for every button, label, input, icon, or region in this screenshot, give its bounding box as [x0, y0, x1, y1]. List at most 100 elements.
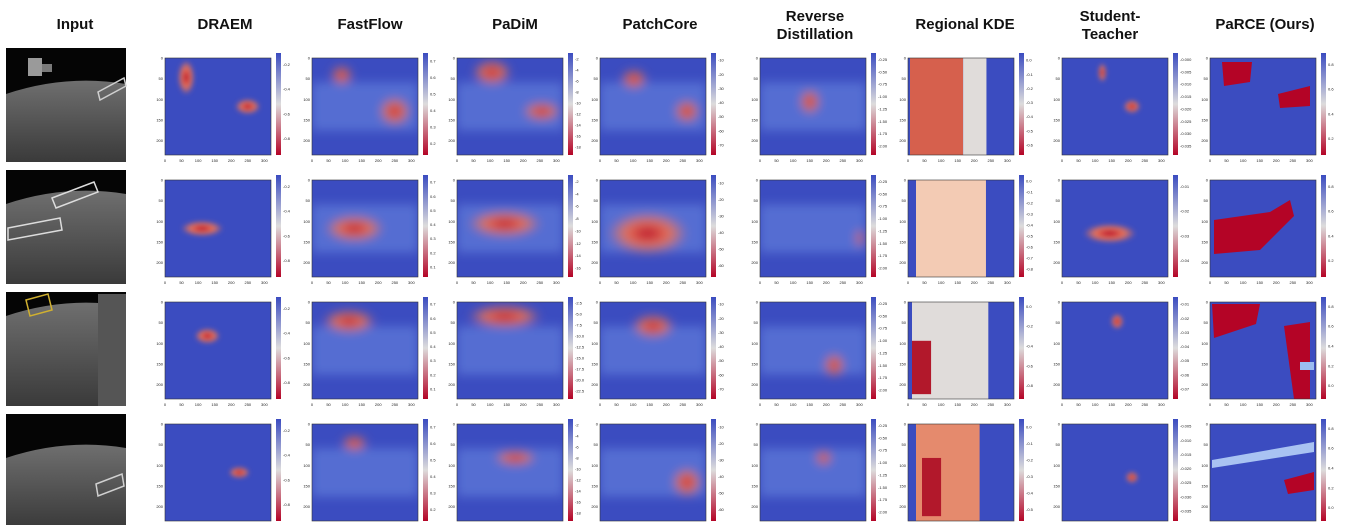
colorbar-tick-label: 0.2	[1328, 258, 1334, 263]
y-tick-label: 100	[899, 219, 906, 224]
y-tick-label: 50	[451, 320, 456, 325]
y-tick-label: 150	[899, 483, 906, 488]
x-tick-label: 200	[1273, 158, 1280, 163]
y-tick-label: 150	[303, 361, 310, 366]
colorbar-tick-label: -0.3	[1026, 100, 1034, 105]
colorbar-tick-label: -0.4	[283, 209, 291, 214]
colorbar-tick-label: -10	[718, 58, 725, 63]
colorbar-tick-label: -0.4	[283, 331, 291, 336]
x-tick-label: 200	[971, 402, 978, 407]
y-tick-label: 0	[1206, 178, 1209, 183]
x-tick-label: 200	[520, 402, 527, 407]
x-tick-label: 0	[599, 280, 602, 285]
colorbar-tick-label: -0.6	[1026, 143, 1034, 148]
x-tick-label: 200	[375, 158, 382, 163]
y-tick-label: 50	[306, 320, 311, 325]
colorbar-tick-label: -0.025	[1180, 119, 1192, 124]
y-tick-label: 150	[591, 239, 598, 244]
colorbar-tick-label: -0.4	[1026, 222, 1034, 227]
x-tick-label: 150	[503, 158, 510, 163]
y-tick-label: 100	[1053, 219, 1060, 224]
rd-heatmap: 0 50 100 150 200 250 300 0 50 100 150 200 -0.25 -0.50…	[751, 175, 888, 285]
y-tick-label: 200	[303, 504, 310, 509]
x-tick-label: 300	[1004, 280, 1011, 285]
x-tick-label: 250	[839, 402, 846, 407]
axis-ticks: 0 50 100 150 200 250 300 0 50 100 150 200	[448, 178, 560, 286]
colorbar-tick-label: -60	[718, 372, 725, 377]
x-tick-label: 150	[806, 280, 813, 285]
axis-ticks: 0 50 100 150 200 250 300 0 50 100 150 200	[751, 300, 863, 408]
colorbar-tick-label: 0.4	[430, 222, 436, 227]
x-tick-label: 200	[520, 158, 527, 163]
draem-heatmap: 050100150200250300050100150200-0.2-0.4-0…	[156, 419, 291, 525]
x-tick-label: 0	[599, 402, 602, 407]
colorbar-tick-label: -2	[575, 56, 579, 61]
x-tick-label: 300	[696, 158, 703, 163]
y-tick-label: 200	[448, 260, 455, 265]
y-tick-label: 100	[156, 463, 163, 468]
y-tick-label: 50	[1204, 198, 1209, 203]
colorbar-tick-label: -0.6	[1026, 363, 1034, 368]
x-tick-label: 300	[1306, 158, 1313, 163]
y-tick-label: 150	[899, 361, 906, 366]
x-tick-label: 300	[553, 158, 560, 163]
st-heatmap: 0 50 100 150 200 250 300 0 50 100 150 200 -0.01 -0.02…	[1053, 175, 1190, 285]
colorbar-tick-label: -50	[718, 491, 725, 496]
y-tick-label: 50	[306, 442, 311, 447]
kde-heatmap: 0 50 100 150 200 250 300 0 50 100 150 200 0.0 -0.1 -0.…	[899, 53, 1034, 163]
colorbar-tick-label: 0.2	[1328, 363, 1334, 368]
y-tick-label: 200	[1201, 504, 1208, 509]
colorbar-tick-label: -10	[575, 100, 582, 105]
colorbar: -0.25 -0.50 -0.75 -1.00 -1.25 -1.50 -1.75 -2.00	[871, 419, 888, 521]
y-tick-label: 50	[902, 76, 907, 81]
y-tick-label: 50	[1056, 442, 1061, 447]
y-tick-label: 200	[1201, 138, 1208, 143]
colorbar-tick-label: -0.01	[1180, 184, 1190, 189]
kde-regions	[916, 180, 986, 277]
colorbar-tick-label: -8	[575, 455, 579, 460]
x-tick-label: 150	[358, 402, 365, 407]
y-tick-label: 50	[754, 76, 759, 81]
y-tick-label: 100	[156, 341, 163, 346]
x-tick-label: 250	[987, 402, 994, 407]
y-tick-label: 200	[448, 138, 455, 143]
x-tick-label: 300	[856, 402, 863, 407]
y-tick-label: 50	[306, 198, 311, 203]
y-tick-label: 200	[899, 138, 906, 143]
axis-ticks: 0 50 100 150 200 250 300 0 50 100 150 200	[1053, 178, 1165, 286]
colorbar-tick-label: -0.2	[283, 428, 291, 433]
x-tick-label: 150	[358, 280, 365, 285]
axis-ticks: 0 50 100 150 200 250 300 0 50 100 150 200	[591, 178, 703, 286]
x-tick-label: 50	[614, 158, 619, 163]
x-tick-label: 200	[1125, 158, 1132, 163]
x-tick-label: 200	[1273, 280, 1280, 285]
y-tick-label: 200	[448, 382, 455, 387]
col-title-reverse-distillation: Reverse Distillation	[776, 8, 854, 43]
colorbar-tick-label: -0.06	[1180, 372, 1190, 377]
x-tick-label: 100	[630, 402, 637, 407]
x-tick-label: 150	[1108, 402, 1115, 407]
y-tick-label: 200	[591, 504, 598, 509]
x-tick-label: 50	[326, 158, 331, 163]
colorbar: -0.2 -0.4 -0.6 -0.8	[276, 175, 291, 277]
colorbar-tick-label: -0.035	[1180, 144, 1192, 149]
colorbar-tick-label: 0.8	[1328, 304, 1334, 309]
colorbar-tick-label: -0.50	[878, 435, 888, 440]
axis-ticks: 0 50 100 150 200 250 300 0 50 100 150 200	[751, 56, 863, 164]
x-tick-label: 100	[195, 402, 202, 407]
x-tick-label: 250	[1141, 158, 1148, 163]
colorbar-tick-label: -8	[575, 216, 579, 221]
colorbar-tick-label: -2.00	[878, 266, 888, 271]
colorbar-tick-label: 0.2	[430, 372, 436, 377]
colorbar-tick-label: -1.75	[878, 497, 888, 502]
colorbar-tick-label: 0.0	[1328, 505, 1334, 510]
colorbar-tick-label: 0.6	[1328, 446, 1334, 451]
colorbar-tick-label: -0.2	[1026, 200, 1034, 205]
y-tick-label: 0	[1058, 422, 1061, 427]
